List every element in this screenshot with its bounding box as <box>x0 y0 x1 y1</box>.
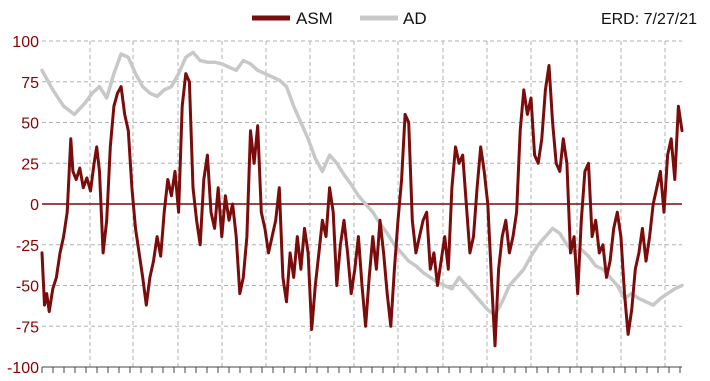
y-tick-label: -100 <box>7 360 39 376</box>
y-tick-label: -50 <box>16 279 39 296</box>
series-line-ad <box>40 50 684 317</box>
legend: ASM AD <box>252 9 427 28</box>
y-tick-label: -75 <box>16 319 39 336</box>
y-tick-label: 0 <box>30 197 39 214</box>
y-tick-label: 75 <box>21 75 39 92</box>
series-layer <box>40 50 684 348</box>
legend-label-asm: ASM <box>296 9 333 28</box>
axis-layer: 100 75 50 25 0 -25 -50 -75 -100 <box>7 34 682 377</box>
y-tick-label: -25 <box>16 238 39 255</box>
y-tick-label: 50 <box>21 116 39 133</box>
y-tick-label: 100 <box>12 34 39 51</box>
legend-label-ad: AD <box>403 9 427 28</box>
erd-annotation: ERD: 7/27/21 <box>601 11 697 28</box>
y-tick-label: 25 <box>21 156 39 173</box>
series-line-asm <box>40 64 684 348</box>
